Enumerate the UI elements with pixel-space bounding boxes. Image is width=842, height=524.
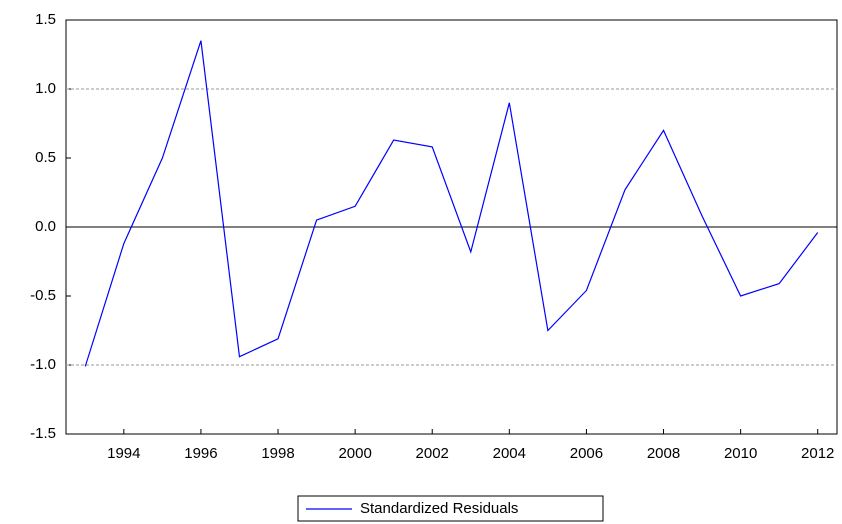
y-tick-label: 0.0 xyxy=(35,218,56,235)
x-tick-label: 2006 xyxy=(570,445,603,462)
legend-box xyxy=(297,495,604,522)
y-tick-label: 1.5 xyxy=(35,11,56,28)
x-tick-label: 2004 xyxy=(493,445,526,462)
x-tick-label: 2012 xyxy=(801,445,834,462)
x-tick-label: 1994 xyxy=(107,445,140,462)
x-tick-label: 2000 xyxy=(338,445,371,462)
y-tick-label: 1.0 xyxy=(35,80,56,97)
x-tick-label: 2002 xyxy=(416,445,449,462)
y-tick-label: -0.5 xyxy=(30,287,56,304)
x-tick-label: 1996 xyxy=(184,445,217,462)
series-line xyxy=(84,40,819,367)
x-tick-label: 2008 xyxy=(647,445,680,462)
x-tick-label: 1998 xyxy=(261,445,294,462)
legend-label: Standardized Residuals xyxy=(360,500,518,517)
x-tick-label: 2010 xyxy=(724,445,757,462)
y-tick-label: 0.5 xyxy=(35,149,56,166)
y-tick-label: -1.5 xyxy=(30,425,56,442)
y-tick-label: -1.0 xyxy=(30,356,56,373)
